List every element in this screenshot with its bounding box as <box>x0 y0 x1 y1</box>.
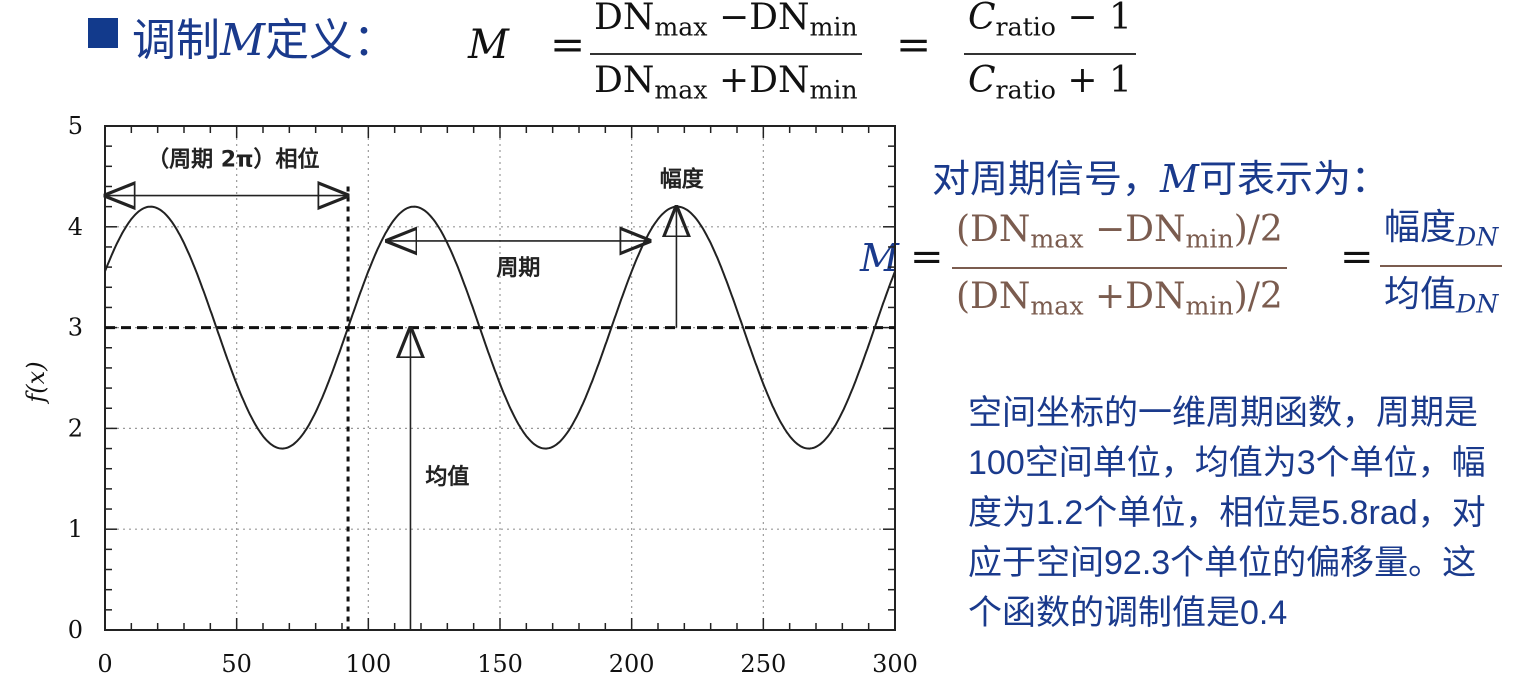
y-tick-label: 2 <box>68 414 83 442</box>
x-tick-label: 250 <box>740 650 786 678</box>
x-tick-label: 100 <box>345 650 391 678</box>
x-tick-label: 0 <box>97 650 112 678</box>
formula2-fraction-right: 幅度DN 均值DN <box>1380 200 1503 333</box>
x-tick-label: 50 <box>221 650 252 678</box>
formula2-fraction-left: (DNmax −DNmin)/2 (DNmax +DNmin)/2 <box>952 202 1287 335</box>
y-tick-label: 4 <box>68 213 83 241</box>
bullet-square <box>88 18 118 48</box>
x-tick-label: 300 <box>872 650 918 678</box>
mean-annotation: 均值 <box>425 464 469 490</box>
phase-annotation: （周期 2π）相位 <box>147 146 319 172</box>
y-tick-label: 3 <box>68 314 83 342</box>
formula-fraction-ratio: Cratio − 1 Cratio + 1 <box>964 0 1136 117</box>
explanation-note: 空间坐标的一维周期函数，周期是100空间单位，均值为3个单位，幅度为1.2个单位… <box>968 394 1486 632</box>
slide-heading: 调制M定义： <box>132 15 398 66</box>
x-tick-label: 150 <box>477 650 523 678</box>
period-annotation: 周期 <box>496 256 540 281</box>
formula2-lhs: M <box>860 236 899 280</box>
y-tick-label: 1 <box>68 515 83 543</box>
y-axis-label: f(x) <box>22 361 50 404</box>
y-tick-label: 5 <box>68 112 83 140</box>
x-tick-label: 200 <box>609 650 655 678</box>
periodic-signal-text: 对周期信号，M可表示为： <box>932 157 1389 201</box>
amplitude-annotation: 幅度 <box>660 166 705 192</box>
formula-fraction-dn: DNmax −DNmin DNmax +DNmin <box>590 0 862 117</box>
formula-eq2: = <box>896 20 932 69</box>
y-tick-label: 0 <box>68 616 83 644</box>
formula2-eq: = <box>910 234 944 280</box>
formula-eq1: = <box>550 20 586 69</box>
formula2-eq2: = <box>1340 234 1374 280</box>
series-line <box>104 205 896 450</box>
formula-lhs: M <box>468 22 509 68</box>
